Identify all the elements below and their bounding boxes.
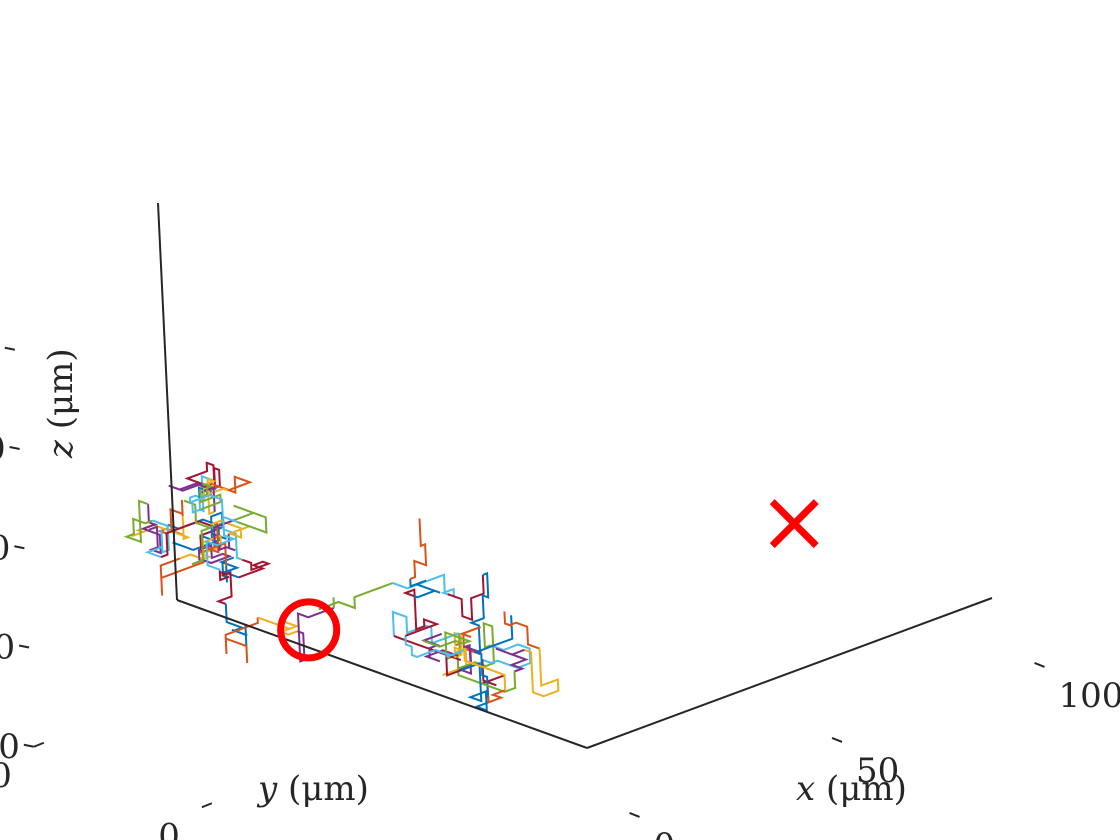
trajectory-group	[123, 461, 560, 712]
z-axis-label-var: z	[41, 439, 81, 459]
trajectory-segment	[233, 504, 268, 534]
z-tick-label: 0	[0, 628, 15, 668]
start-marker-circle	[277, 598, 341, 662]
trajectory-segment	[524, 648, 560, 698]
trajectory-segment	[188, 474, 215, 513]
trajectory-segment	[487, 689, 506, 704]
trajectory-segment	[482, 643, 532, 669]
trajectory-segment	[447, 574, 485, 622]
trajectory-segment	[179, 534, 223, 562]
x-axis-line	[586, 597, 993, 749]
trajectory-segment	[210, 519, 249, 539]
trajectory-segment	[318, 582, 394, 611]
trajectory-segment	[453, 646, 507, 691]
trajectory-segment	[257, 616, 300, 636]
trajectory-segment	[215, 570, 233, 605]
trajectory-segment	[460, 661, 489, 712]
trajectory-segment	[191, 494, 243, 561]
y-axis-line	[176, 599, 588, 749]
trajectory-segment	[473, 615, 514, 699]
z-tick	[23, 743, 35, 748]
x-axis-label-unit: (μm)	[815, 769, 907, 809]
trajectory-segment	[238, 558, 272, 579]
trajectory-segment	[168, 482, 216, 512]
trajectory-segment	[224, 603, 248, 649]
trajectory-segment	[495, 647, 529, 673]
z-axis-label: z (μm)	[41, 348, 81, 459]
trajectory-segment	[402, 588, 440, 637]
z-tick	[9, 446, 20, 450]
trajectory-segment	[468, 571, 490, 655]
trajectory-segment	[184, 461, 221, 491]
end-marker-x	[769, 499, 819, 549]
z-tick-label: 20	[0, 528, 10, 568]
x-tick-label: 100	[1059, 676, 1120, 716]
trajectory-segment	[404, 635, 465, 658]
trajectory-segment	[409, 518, 428, 580]
trajectory-segment	[503, 611, 540, 650]
trajectory-segment	[205, 515, 238, 581]
x-tick	[831, 737, 843, 743]
z-axis-line	[157, 202, 178, 601]
x-tick-label: 50	[856, 751, 899, 791]
x-tick-label: 0	[654, 826, 676, 840]
trajectory-segment	[392, 573, 455, 597]
trajectory-segment	[422, 630, 473, 657]
trajectory-segment	[296, 606, 335, 663]
z-tick-label: 60	[0, 330, 1, 370]
z-tick-label: -20	[0, 727, 20, 767]
z-tick	[14, 545, 25, 550]
trajectory-segment	[123, 499, 153, 544]
trajectory-segment	[409, 578, 441, 599]
trajectory-segment	[213, 518, 236, 552]
z-tick	[4, 346, 16, 351]
z-tick-label: 40	[0, 429, 6, 469]
y-tick-label: 50	[0, 756, 12, 796]
z-tick	[18, 644, 30, 649]
trajectory-segment	[140, 504, 162, 555]
x-axis-label: x (μm)	[796, 769, 907, 809]
tick-group: -200204060-50050-50050100	[0, 330, 1120, 840]
z-axis-label-unit: (μm)	[41, 348, 81, 440]
x-tick	[1034, 662, 1045, 668]
trajectory-segment	[209, 475, 253, 494]
trajectory-segment	[131, 516, 191, 541]
trajectory-segment	[218, 556, 240, 583]
y-tick	[33, 741, 45, 748]
x-tick	[629, 812, 640, 818]
y-axis-label-unit: (μm)	[277, 769, 369, 809]
x-axis-label-var: x	[796, 769, 815, 809]
marker-group	[277, 499, 819, 662]
y-tick	[201, 802, 213, 809]
y-axis-label-var: y	[256, 769, 278, 809]
y-axis-label: y (μm)	[256, 769, 369, 809]
trajectory-segment	[481, 659, 505, 699]
y-tick-label: 0	[158, 816, 180, 840]
trajectory-segment	[160, 520, 223, 559]
